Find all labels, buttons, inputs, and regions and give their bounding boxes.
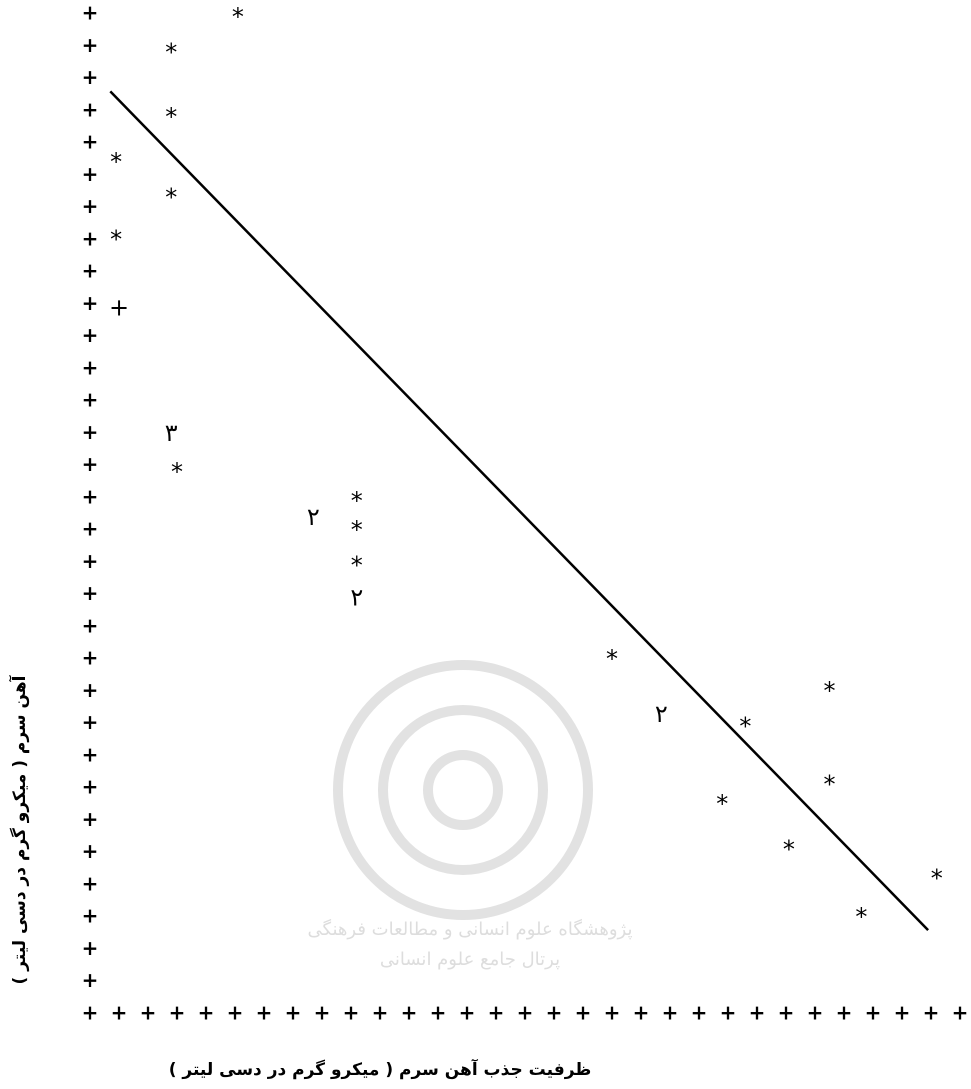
x-axis-label: ظرفیت جذب آهن سرم ( میکرو گرم در دسی لیت…: [169, 1058, 592, 1080]
x-tick: +: [314, 1001, 331, 1025]
x-tick: +: [140, 1001, 157, 1025]
y-tick: +: [82, 904, 99, 928]
x-tick: +: [546, 1001, 563, 1025]
y-tick: +: [82, 581, 99, 605]
x-tick: +: [720, 1001, 737, 1025]
point: *: [110, 226, 122, 254]
point: ۳: [165, 419, 178, 447]
y-tick: +: [82, 549, 99, 573]
y-tick: +: [82, 194, 99, 218]
y-tick: +: [82, 323, 99, 347]
watermark-text: پژوهشگاه علوم انسانی و مطالعات فرهنگی: [308, 918, 633, 940]
x-tick: +: [227, 1001, 244, 1025]
point: ۲: [655, 700, 668, 728]
x-tick: +: [575, 1001, 592, 1025]
y-tick: +: [82, 839, 99, 863]
x-tick: +: [865, 1001, 882, 1025]
trend-line: [109, 90, 929, 932]
y-tick: +: [82, 807, 99, 831]
x-tick: +: [517, 1001, 534, 1025]
y-tick: +: [82, 613, 99, 637]
x-tick: +: [604, 1001, 621, 1025]
x-tick: +: [691, 1001, 708, 1025]
point: *: [165, 103, 177, 131]
y-tick: +: [82, 871, 99, 895]
x-tick: +: [198, 1001, 215, 1025]
x-tick: +: [111, 1001, 128, 1025]
x-tick: +: [430, 1001, 447, 1025]
y-tick: +: [82, 388, 99, 412]
point: *: [931, 864, 943, 892]
y-tick: +: [82, 226, 99, 250]
y-tick: +: [82, 678, 99, 702]
point: *: [171, 458, 183, 486]
y-tick: +: [82, 291, 99, 315]
y-tick: +: [82, 968, 99, 992]
y-tick: +: [82, 355, 99, 379]
y-tick: +: [82, 420, 99, 444]
y-tick: +: [82, 97, 99, 121]
x-tick: +: [952, 1001, 969, 1025]
point: *: [165, 184, 177, 212]
y-tick: +: [82, 33, 99, 57]
y-tick: +: [82, 517, 99, 541]
point: ۲: [307, 503, 320, 531]
watermark-text: پرتال جامع علوم انسانی: [380, 949, 560, 970]
point: *: [716, 790, 728, 818]
x-tick: +: [372, 1001, 389, 1025]
x-tick: +: [749, 1001, 766, 1025]
point: *: [351, 516, 363, 544]
y-tick: +: [82, 130, 99, 154]
y-tick: +: [82, 162, 99, 186]
point: ۲: [350, 584, 363, 612]
point: *: [855, 903, 867, 931]
point: *: [351, 487, 363, 515]
y-tick: +: [82, 259, 99, 283]
y-tick: +: [82, 710, 99, 734]
point: *: [232, 3, 244, 31]
y-tick: +: [82, 742, 99, 766]
y-tick: +: [82, 775, 99, 799]
y-tick: +: [82, 452, 99, 476]
y-tick: +: [82, 65, 99, 89]
x-tick: +: [836, 1001, 853, 1025]
x-tick: +: [285, 1001, 302, 1025]
point: *: [824, 677, 836, 705]
point: *: [110, 148, 122, 176]
point: *: [739, 713, 751, 741]
point: *: [606, 645, 618, 673]
point: +: [109, 293, 129, 321]
point: *: [165, 38, 177, 66]
x-tick: +: [82, 1001, 99, 1025]
y-tick: +: [82, 1, 99, 25]
y-axis-label: آهن سرم ( میکرو گرم در دسی لیتر ): [8, 674, 30, 984]
watermark-logo: [333, 660, 593, 920]
x-tick: +: [894, 1001, 911, 1025]
x-tick: +: [459, 1001, 476, 1025]
point: *: [351, 551, 363, 579]
x-tick: +: [488, 1001, 505, 1025]
x-tick: +: [662, 1001, 679, 1025]
x-tick: +: [169, 1001, 186, 1025]
x-tick: +: [401, 1001, 418, 1025]
x-tick: +: [923, 1001, 940, 1025]
point: *: [783, 835, 795, 863]
x-tick: +: [256, 1001, 273, 1025]
y-tick: +: [82, 484, 99, 508]
x-tick: +: [633, 1001, 650, 1025]
x-tick: +: [343, 1001, 360, 1025]
point: *: [824, 771, 836, 799]
x-tick: +: [807, 1001, 824, 1025]
y-tick: +: [82, 936, 99, 960]
y-tick: +: [82, 646, 99, 670]
x-tick: +: [778, 1001, 795, 1025]
